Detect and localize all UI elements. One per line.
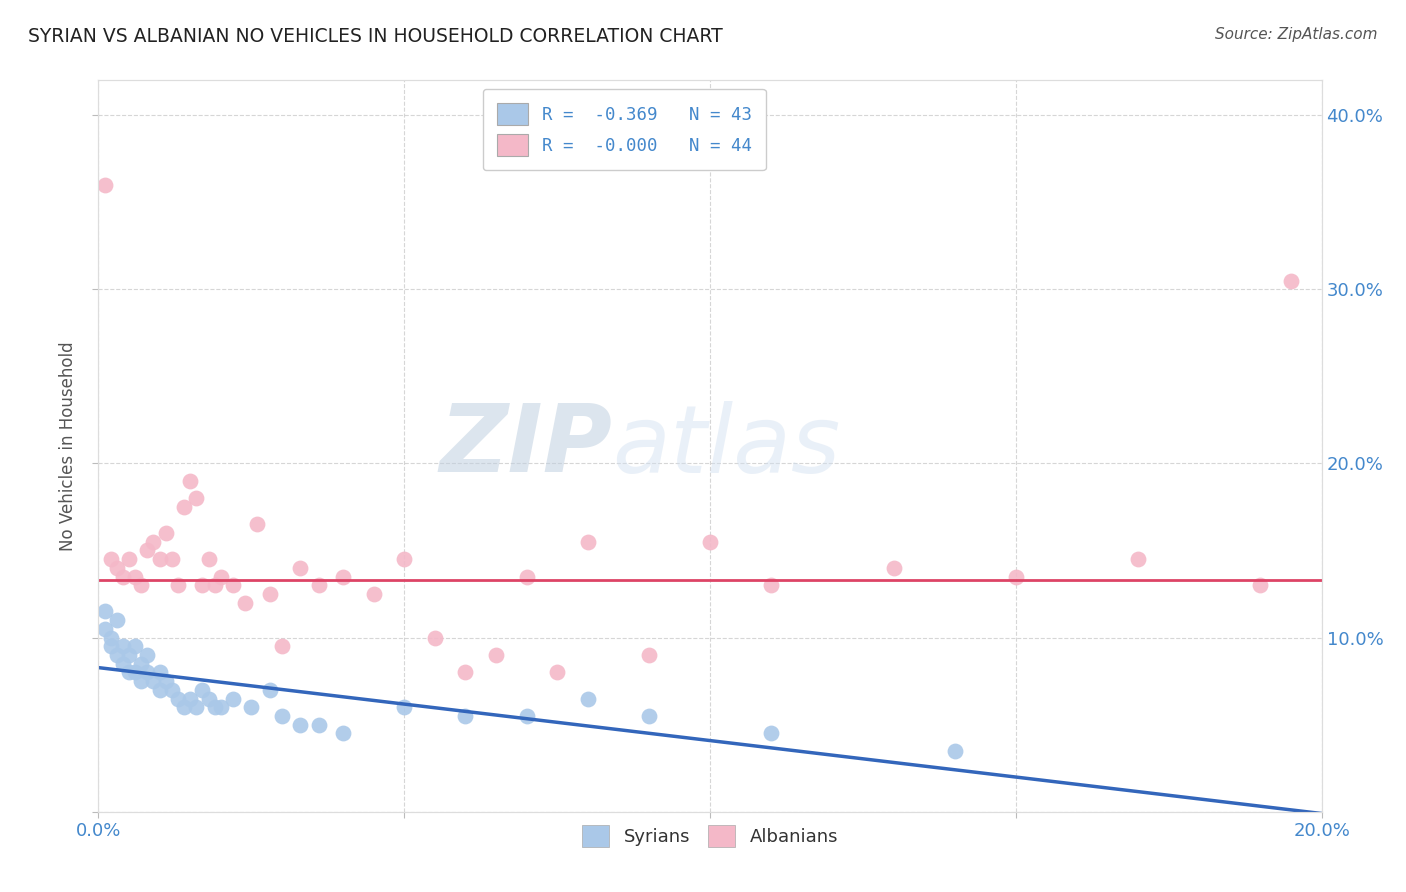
Point xyxy=(118,648,141,662)
Text: atlas: atlas xyxy=(612,401,841,491)
Point xyxy=(142,674,165,689)
Point xyxy=(129,578,152,592)
Point xyxy=(209,700,232,714)
Point xyxy=(222,691,245,706)
Point xyxy=(332,726,354,740)
Point xyxy=(423,631,446,645)
Point xyxy=(93,622,115,636)
Point xyxy=(100,631,122,645)
Point xyxy=(100,640,122,654)
Point xyxy=(392,552,416,566)
Point xyxy=(222,578,245,592)
Point xyxy=(129,674,152,689)
Point xyxy=(259,682,281,697)
Point xyxy=(454,709,477,723)
Point xyxy=(149,665,172,680)
Point xyxy=(240,700,263,714)
Point xyxy=(93,604,115,618)
Point xyxy=(392,700,416,714)
Point xyxy=(155,526,177,541)
Point xyxy=(197,552,219,566)
Point xyxy=(270,640,292,654)
Point xyxy=(883,561,905,575)
Text: Source: ZipAtlas.com: Source: ZipAtlas.com xyxy=(1215,27,1378,42)
Point xyxy=(167,691,190,706)
Point xyxy=(124,569,146,583)
Point xyxy=(93,178,115,192)
Point xyxy=(136,543,159,558)
Point xyxy=(308,578,330,592)
Point xyxy=(516,709,538,723)
Point xyxy=(160,552,183,566)
Point xyxy=(173,700,195,714)
Point xyxy=(191,682,214,697)
Point xyxy=(204,700,226,714)
Point xyxy=(270,709,292,723)
Point xyxy=(186,700,208,714)
Point xyxy=(576,534,599,549)
Text: SYRIAN VS ALBANIAN NO VEHICLES IN HOUSEHOLD CORRELATION CHART: SYRIAN VS ALBANIAN NO VEHICLES IN HOUSEH… xyxy=(28,27,723,45)
Point xyxy=(136,665,159,680)
Point xyxy=(105,648,128,662)
Point xyxy=(186,491,208,506)
Point xyxy=(136,648,159,662)
Point xyxy=(124,640,146,654)
Y-axis label: No Vehicles in Household: No Vehicles in Household xyxy=(59,341,77,551)
Point xyxy=(142,534,165,549)
Point xyxy=(129,657,152,671)
Point xyxy=(576,691,599,706)
Point xyxy=(118,552,141,566)
Point xyxy=(155,674,177,689)
Point xyxy=(100,552,122,566)
Point xyxy=(546,665,568,680)
Point xyxy=(516,569,538,583)
Point xyxy=(149,552,172,566)
Point xyxy=(1128,552,1150,566)
Point xyxy=(699,534,721,549)
Point xyxy=(454,665,477,680)
Point xyxy=(179,474,201,488)
Point xyxy=(191,578,214,592)
Point xyxy=(637,709,661,723)
Point xyxy=(1249,578,1271,592)
Point xyxy=(160,682,183,697)
Point xyxy=(637,648,661,662)
Point xyxy=(290,561,312,575)
Point xyxy=(1279,274,1302,288)
Point xyxy=(290,717,312,731)
Point xyxy=(118,665,141,680)
Point xyxy=(105,613,128,627)
Point xyxy=(197,691,219,706)
Point xyxy=(332,569,354,583)
Point xyxy=(1004,569,1026,583)
Point xyxy=(173,500,195,514)
Point xyxy=(233,596,256,610)
Point xyxy=(363,587,385,601)
Point xyxy=(149,682,172,697)
Point xyxy=(111,657,134,671)
Point xyxy=(308,717,330,731)
Point xyxy=(111,640,134,654)
Point xyxy=(179,691,201,706)
Point xyxy=(204,578,226,592)
Point xyxy=(209,569,232,583)
Point xyxy=(167,578,190,592)
Point xyxy=(105,561,128,575)
Point xyxy=(759,578,782,592)
Point xyxy=(259,587,281,601)
Legend: Syrians, Albanians: Syrians, Albanians xyxy=(575,817,845,854)
Point xyxy=(943,744,966,758)
Point xyxy=(759,726,782,740)
Text: ZIP: ZIP xyxy=(439,400,612,492)
Point xyxy=(111,569,134,583)
Point xyxy=(485,648,508,662)
Point xyxy=(124,665,146,680)
Point xyxy=(246,517,269,532)
